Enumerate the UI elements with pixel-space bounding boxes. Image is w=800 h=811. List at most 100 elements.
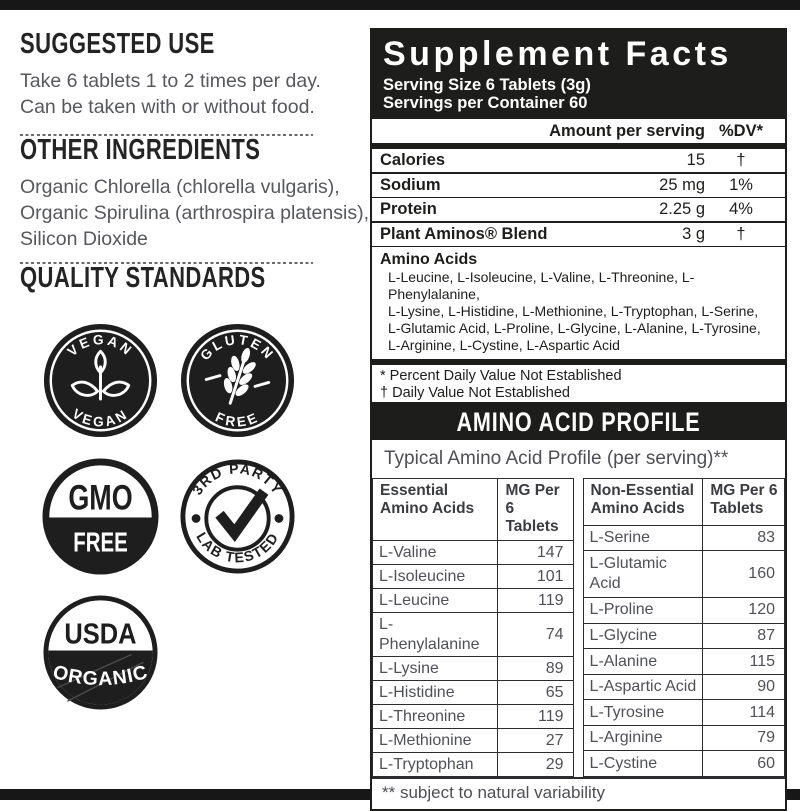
sf-row-protein: Protein 2.25 g 4%	[372, 198, 785, 221]
supplement-facts-panel: Supplement Facts Serving Size 6 Tablets …	[370, 28, 787, 410]
row-label: Calories	[380, 151, 446, 169]
ingredient-line: Organic Chlorella (chlorella vulgaris),	[20, 176, 340, 198]
table-header-row: Non-Essential Amino Acids MG Per 6 Table…	[582, 478, 785, 526]
sf-row-plant-aminos-blend: Plant Aminos® Blend 3 g †	[372, 223, 785, 246]
amino-mg: 101	[497, 564, 574, 589]
dashed-divider	[20, 134, 313, 136]
sf-footnotes: * Percent Daily Value Not Established † …	[372, 365, 785, 408]
suggested-use-text: Take 6 tablets 1 to 2 times per day. Can…	[20, 68, 350, 120]
table-row: L-Tryptophan 29	[371, 752, 574, 777]
row-dv: 4%	[729, 200, 753, 218]
amino-acid-profile-subtitle: Typical Amino Acid Profile (per serving)…	[384, 448, 729, 469]
amino-acids-list-line: L-Lysine, L-Histidine, L-Methionine, L-T…	[388, 303, 759, 319]
amino-name: L-Glutamic Acid	[582, 550, 704, 599]
amino-mg: 83	[702, 524, 785, 552]
dv-column-header: %DV*	[718, 122, 763, 140]
non-essential-name-column-header: Non-Essential Amino Acids	[582, 478, 704, 526]
amino-acids-title: Amino Acids	[380, 251, 478, 268]
table-row: L-Proline 120	[582, 597, 785, 624]
amino-name: L-Proline	[582, 597, 704, 624]
footnote-percent-dv: * Percent Daily Value Not Established	[380, 368, 622, 384]
other-ingredients-heading: OTHER INGREDIENTS	[20, 136, 350, 165]
leaf-sprout-icon	[70, 349, 131, 401]
suggested-use-line: Can be taken with or without food.	[20, 96, 315, 118]
footnote-daily-value: † Daily Value Not Established	[380, 385, 570, 401]
thin-rule	[372, 221, 785, 223]
table-row: L-Cystine 60	[582, 750, 785, 777]
amino-mg: 114	[702, 699, 785, 726]
quality-badges: VEGAN VEGAN GLUTEN FRE	[42, 322, 350, 711]
amino-mg: 29	[497, 752, 574, 777]
quality-standards-heading-text: QUALITY STANDARDS	[20, 262, 266, 294]
amino-mg: 60	[702, 750, 785, 777]
amino-mg: 120	[702, 597, 785, 624]
non-essential-amino-acids-table: Non-Essential Amino Acids MG Per 6 Table…	[582, 478, 785, 777]
gmo-free-badge-bottom-text: FREE	[73, 527, 128, 558]
amino-acid-profile-footnote: ** subject to natural variability	[372, 777, 785, 809]
thick-rule	[372, 359, 785, 365]
other-ingredients-heading-text: OTHER INGREDIENTS	[20, 134, 261, 166]
table-row: L-Valine 147	[371, 540, 574, 565]
amino-acids-section: Amino Acids L-Leucine, L-Isoleucine, L-V…	[372, 247, 785, 359]
amino-name: L-Histidine	[371, 680, 499, 705]
table-row: L-Alanine 115	[582, 648, 785, 675]
table-row: L-Arginine 79	[582, 724, 785, 752]
amino-acid-profile-title: AMINO ACID PROFILE	[456, 406, 701, 437]
amino-mg: 115	[702, 648, 785, 675]
sf-row-sodium: Sodium 25 mg 1%	[372, 174, 785, 197]
sf-column-header-row: Amount per serving %DV*	[372, 119, 785, 143]
row-label: Plant Aminos® Blend	[380, 224, 548, 243]
amino-acid-profile-header: AMINO ACID PROFILE	[372, 404, 785, 440]
amino-acids-list: L-Leucine, L-Isoleucine, L-Valine, L-Thr…	[380, 269, 777, 354]
servings-per-container: Servings per Container 60	[383, 94, 588, 112]
essential-name-column-header: Essential Amino Acids	[371, 478, 499, 541]
amino-mg: 27	[497, 728, 574, 753]
amino-name: L-Serine	[582, 524, 704, 552]
row-amount: 2.25 g	[659, 200, 705, 218]
ingredient-line: Silicon Dioxide	[20, 228, 148, 250]
table-row: L-Phenylalanine 74	[371, 612, 574, 657]
vegan-badge: VEGAN VEGAN	[43, 323, 158, 438]
supplement-facts-title: Supplement Facts	[383, 35, 732, 73]
essential-value-column-header: MG Per 6 Tablets	[497, 478, 574, 541]
amino-name: L-Threonine	[371, 704, 499, 729]
suggested-use-heading: SUGGESTED USE	[20, 30, 350, 59]
amino-mg: 89	[497, 656, 574, 681]
row-label: Protein	[380, 200, 437, 218]
thin-rule	[372, 196, 785, 198]
wheat-icon	[204, 347, 271, 405]
amino-mg: 90	[702, 673, 785, 701]
amino-name: L-Methionine	[371, 728, 499, 753]
gluten-free-badge-bottom-text: FREE	[213, 409, 259, 429]
row-amount: 3 g	[682, 224, 705, 243]
svg-text:FREE: FREE	[213, 409, 262, 429]
gmo-free-badge: GMO FREE	[42, 458, 159, 575]
amino-name: L-Arginine	[582, 724, 704, 752]
gmo-free-badge-top-text: GMO	[68, 479, 132, 518]
suggested-use-heading-text: SUGGESTED USE	[20, 28, 215, 60]
thin-rule	[372, 245, 785, 247]
table-row: L-Isoleucine 101	[371, 564, 574, 589]
table-row: L-Lysine 89	[371, 656, 574, 681]
row-amount: 15	[686, 151, 705, 169]
third-party-lab-tested-badge: 3RD PARTY LAB TESTED	[180, 459, 295, 574]
amino-name: L-Leucine	[371, 588, 499, 613]
thin-rule	[372, 172, 785, 174]
amount-column-header: Amount per serving	[549, 122, 705, 140]
gluten-free-badge: GLUTEN FREE	[180, 323, 295, 438]
amino-acids-list-line: L-Arginine, L-Cystine, L-Aspartic Acid	[388, 337, 620, 353]
left-column: SUGGESTED USE Take 6 tablets 1 to 2 time…	[20, 30, 369, 711]
amino-mg: 87	[702, 622, 785, 650]
amino-acid-tables: Essential Amino Acids MG Per 6 Tablets L…	[371, 478, 785, 777]
amino-mg: 119	[497, 588, 574, 613]
suggested-use-line: Take 6 tablets 1 to 2 times per day.	[20, 70, 321, 92]
table-row: L-Aspartic Acid 90	[582, 673, 785, 701]
amino-acids-list-line: L-Leucine, L-Isoleucine, L-Valine, L-Thr…	[388, 269, 695, 302]
table-row: L-Leucine 119	[371, 588, 574, 613]
table-header-row: Essential Amino Acids MG Per 6 Tablets	[371, 478, 574, 541]
amino-mg: 79	[702, 724, 785, 752]
amino-acid-profile-panel: AMINO ACID PROFILE Typical Amino Acid Pr…	[370, 402, 787, 811]
amino-name: L-Tyrosine	[582, 699, 704, 726]
supplement-facts-header: Supplement Facts Serving Size 6 Tablets …	[372, 30, 785, 119]
